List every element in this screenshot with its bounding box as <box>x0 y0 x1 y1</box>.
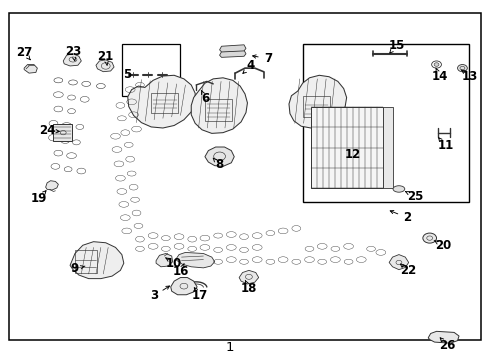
Polygon shape <box>175 252 215 268</box>
Polygon shape <box>220 50 246 57</box>
Polygon shape <box>96 60 114 72</box>
Polygon shape <box>389 255 409 270</box>
Text: 6: 6 <box>201 92 209 105</box>
Text: 7: 7 <box>265 52 272 65</box>
Text: 5: 5 <box>122 68 131 81</box>
Polygon shape <box>156 253 172 267</box>
Polygon shape <box>191 78 247 134</box>
Text: 17: 17 <box>192 289 208 302</box>
Ellipse shape <box>434 63 439 66</box>
Polygon shape <box>239 270 259 284</box>
Bar <box>311 107 383 188</box>
Text: 11: 11 <box>437 139 453 152</box>
Bar <box>53 124 72 141</box>
Bar <box>303 44 469 202</box>
Polygon shape <box>128 75 195 128</box>
Text: 22: 22 <box>400 264 417 277</box>
Bar <box>303 96 330 117</box>
Bar <box>205 99 232 121</box>
Text: 25: 25 <box>407 190 423 203</box>
Polygon shape <box>205 147 234 166</box>
Bar <box>122 44 179 96</box>
Text: 27: 27 <box>16 46 32 59</box>
Text: 1: 1 <box>225 341 234 354</box>
Text: 12: 12 <box>344 148 361 161</box>
Bar <box>383 107 393 188</box>
Text: 10: 10 <box>166 257 182 270</box>
Ellipse shape <box>458 64 467 72</box>
Polygon shape <box>70 242 124 279</box>
Text: 20: 20 <box>435 239 451 252</box>
Text: 21: 21 <box>98 50 114 63</box>
Polygon shape <box>63 54 81 66</box>
Ellipse shape <box>393 186 405 192</box>
Text: 16: 16 <box>172 265 189 278</box>
Text: 26: 26 <box>440 339 456 352</box>
Text: 14: 14 <box>431 69 448 82</box>
Ellipse shape <box>423 233 437 243</box>
Text: 24: 24 <box>39 124 55 137</box>
Polygon shape <box>171 278 197 295</box>
Text: 4: 4 <box>247 59 255 72</box>
Polygon shape <box>46 181 58 190</box>
Bar <box>151 93 178 113</box>
Text: 3: 3 <box>150 289 159 302</box>
Polygon shape <box>428 331 459 343</box>
Polygon shape <box>289 75 346 128</box>
Text: 18: 18 <box>241 282 257 295</box>
Text: 15: 15 <box>388 39 405 52</box>
Polygon shape <box>24 64 37 73</box>
Text: 8: 8 <box>216 158 224 171</box>
Text: 23: 23 <box>65 45 81 58</box>
Text: 9: 9 <box>71 262 79 275</box>
Text: 2: 2 <box>403 211 411 224</box>
Text: 13: 13 <box>462 69 478 82</box>
Bar <box>75 250 97 273</box>
Text: 19: 19 <box>30 192 47 205</box>
Polygon shape <box>220 45 246 52</box>
